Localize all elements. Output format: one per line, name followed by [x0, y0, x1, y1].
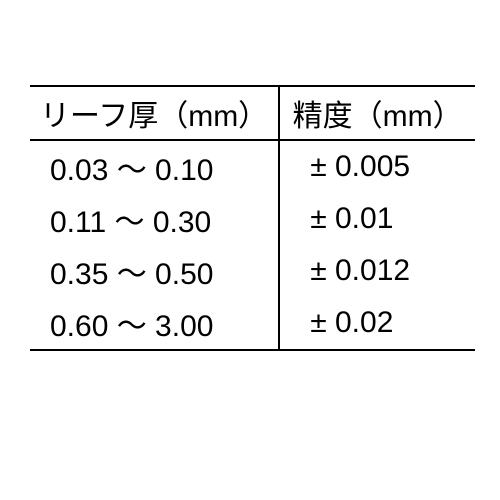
table-row: 0.11 〜 0.30 ± 0.01 [30, 193, 475, 245]
cell-thickness: 0.11 〜 0.30 [30, 193, 279, 245]
column-header-precision: 精度（mm） [279, 86, 475, 140]
cell-precision: ± 0.01 [279, 193, 475, 245]
cell-thickness: 0.60 〜 3.00 [30, 297, 279, 350]
spec-table-container: リーフ厚（mm） 精度（mm） 0.03 〜 0.10 ± 0.005 0.11… [30, 85, 475, 351]
cell-precision: ± 0.02 [279, 297, 475, 350]
spec-table: リーフ厚（mm） 精度（mm） 0.03 〜 0.10 ± 0.005 0.11… [30, 85, 475, 351]
table-header-row: リーフ厚（mm） 精度（mm） [30, 86, 475, 140]
column-header-thickness: リーフ厚（mm） [30, 86, 279, 140]
cell-precision: ± 0.005 [279, 140, 475, 193]
cell-precision: ± 0.012 [279, 245, 475, 297]
cell-thickness: 0.03 〜 0.10 [30, 140, 279, 193]
table-row: 0.03 〜 0.10 ± 0.005 [30, 140, 475, 193]
cell-thickness: 0.35 〜 0.50 [30, 245, 279, 297]
table-row: 0.35 〜 0.50 ± 0.012 [30, 245, 475, 297]
table-row: 0.60 〜 3.00 ± 0.02 [30, 297, 475, 350]
